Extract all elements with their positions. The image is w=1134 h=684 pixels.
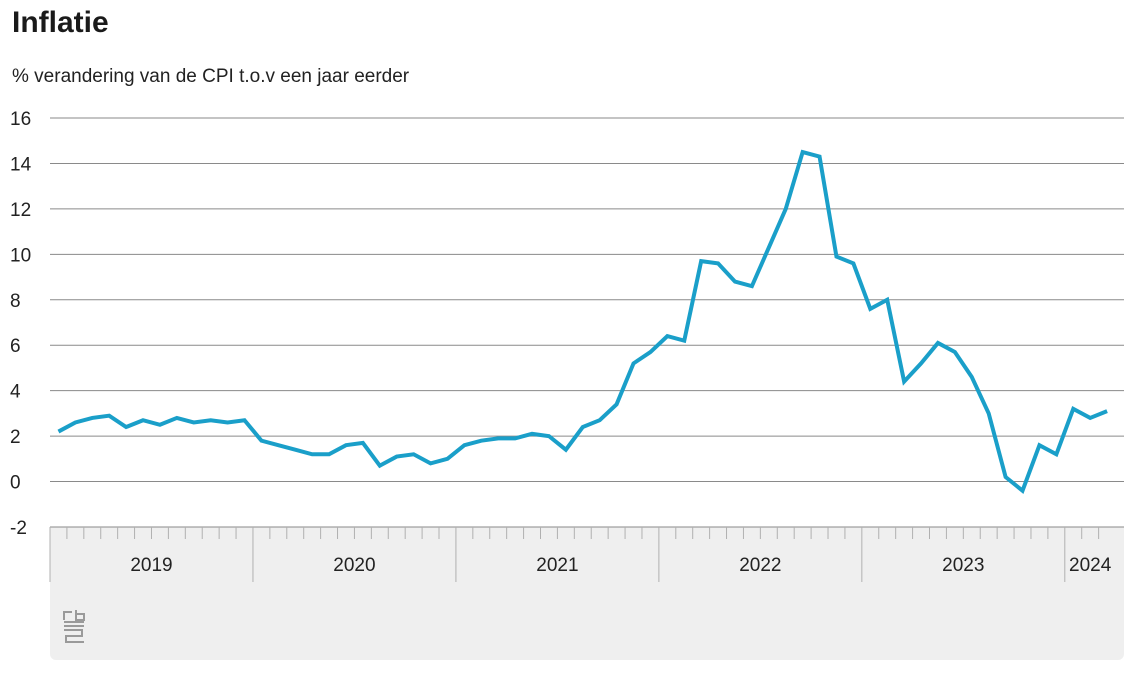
inflation-line-chart: 16 14 12 10 8 6 4 2 0 -2 2019 2020 2021 2022 2023 2024 (10, 109, 1124, 600)
x-tick-label: 2023 (942, 555, 984, 576)
chart-footer (50, 582, 1124, 660)
y-tick-label: 6 (10, 336, 21, 357)
y-tick-label: -2 (10, 518, 27, 539)
x-tick-label: 2024 (1069, 555, 1112, 576)
y-tick-label: 10 (10, 245, 31, 266)
x-tick-label: 2022 (739, 555, 781, 576)
y-tick-label: 16 (10, 109, 31, 130)
x-tick-label: 2020 (333, 555, 375, 576)
y-tick-label: 8 (10, 291, 21, 312)
y-tick-label: 14 (10, 154, 32, 175)
y-tick-label: 2 (10, 427, 21, 448)
x-tick-label: 2021 (536, 555, 578, 576)
y-tick-label: 0 (10, 473, 21, 494)
inflation-series-line (57, 149, 1108, 494)
chart-title: Inflatie (12, 6, 109, 39)
x-tick-label: 2019 (130, 555, 172, 576)
chart-subtitle: % verandering van de CPI t.o.v een jaar … (12, 66, 410, 87)
y-tick-label: 4 (10, 382, 21, 403)
cbs-logo-icon (63, 610, 85, 643)
y-tick-label: 12 (10, 200, 31, 221)
